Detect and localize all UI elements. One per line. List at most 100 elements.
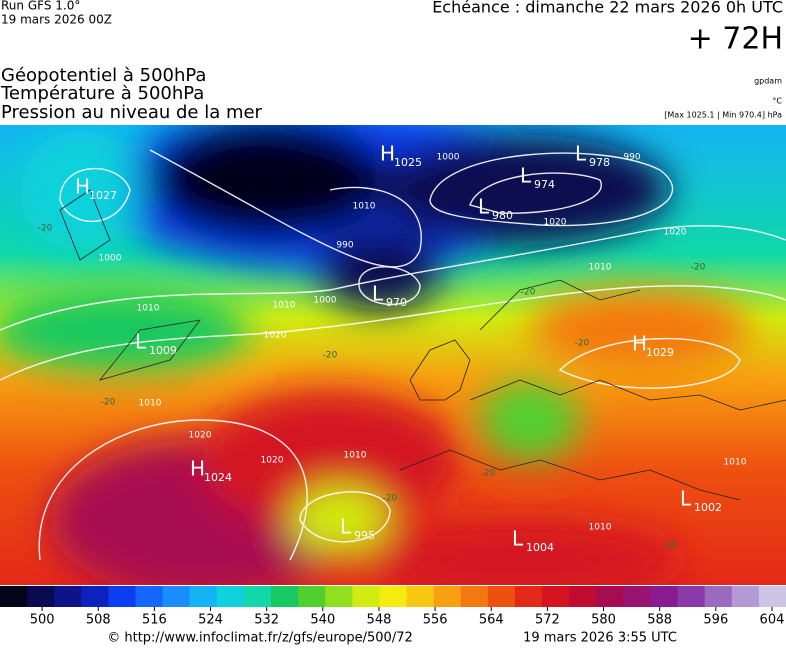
pressure-letter: H bbox=[632, 332, 647, 356]
colorbar-tick-label: 540 bbox=[310, 613, 335, 628]
colorbar-swatch bbox=[650, 586, 679, 607]
pressure-letter: L bbox=[680, 487, 692, 511]
unit-label: gpdam bbox=[754, 77, 782, 86]
colorbar-swatch bbox=[189, 586, 218, 607]
colorbar-swatch bbox=[379, 586, 408, 607]
temperature-label: -20 bbox=[521, 288, 536, 298]
pressure-letter: L bbox=[575, 142, 587, 166]
colorbar-tick-label: 604 bbox=[760, 613, 785, 628]
run-date: 19 mars 2026 00Z bbox=[1, 13, 112, 27]
colorbar-swatch bbox=[162, 586, 191, 607]
colorbar-swatch bbox=[569, 586, 597, 607]
temperature-label: -20 bbox=[691, 263, 706, 273]
pressure-value: 980 bbox=[492, 209, 513, 222]
colorbar-swatch bbox=[27, 586, 55, 607]
isobar-label: 1020 bbox=[189, 431, 212, 441]
unit-label: °C bbox=[772, 97, 782, 106]
colorbar-swatch bbox=[433, 586, 462, 607]
run-label: Run GFS 1.0° bbox=[1, 0, 80, 13]
colorbar-tick-label: 564 bbox=[479, 613, 504, 628]
isobar-label: 1020 bbox=[664, 228, 687, 238]
isobar-label: 1020 bbox=[544, 218, 567, 228]
colorbar-swatch bbox=[514, 586, 543, 607]
source-url: © http://www.infoclimat.fr/z/gfs/europe/… bbox=[107, 631, 413, 646]
pressure-letter: H bbox=[380, 142, 395, 166]
colorbar-swatch bbox=[352, 586, 380, 607]
temperature-label: -20 bbox=[663, 541, 678, 551]
isobar-label: 1010 bbox=[353, 202, 376, 212]
colorbar-swatch bbox=[271, 586, 299, 607]
pressure-value: 1009 bbox=[149, 344, 177, 357]
colorbar-swatch bbox=[298, 586, 326, 607]
field-name: Température à 500hPa bbox=[0, 83, 204, 104]
colorbar-tick-label: 572 bbox=[535, 613, 560, 628]
unit-label: [Max 1025.1 | Min 970.4] hPa bbox=[664, 111, 782, 120]
pressure-value: 995 bbox=[354, 529, 375, 542]
colorbar-tick-label: 556 bbox=[423, 613, 448, 628]
colorbar-tick-label: 580 bbox=[591, 613, 616, 628]
colorbar-swatch bbox=[758, 586, 786, 607]
colorbar-swatch bbox=[704, 586, 733, 607]
colorbar-tick-label: 588 bbox=[647, 613, 672, 628]
field-name: Géopotentiel à 500hPa bbox=[1, 65, 206, 86]
colorbar-swatch bbox=[108, 586, 137, 607]
temperature-label: -20 bbox=[38, 224, 53, 234]
colorbar-swatch bbox=[542, 586, 570, 607]
colorbar-swatch bbox=[623, 586, 651, 607]
colorbar-tick-label: 508 bbox=[86, 613, 111, 628]
colorbar-swatch bbox=[731, 586, 760, 607]
colorbar-tick-label: 500 bbox=[30, 613, 55, 628]
colorbar-swatch bbox=[135, 586, 164, 607]
pressure-value: 1002 bbox=[694, 501, 722, 514]
pressure-value: 1024 bbox=[204, 471, 232, 484]
isobar-label: 990 bbox=[623, 153, 640, 163]
colorbar-swatch bbox=[216, 586, 245, 607]
pressure-letter: L bbox=[520, 164, 532, 188]
pressure-value: 970 bbox=[386, 296, 407, 309]
colorbar-swatch bbox=[0, 586, 28, 607]
lead-time: + 72H bbox=[688, 22, 783, 57]
temperature-label: -20 bbox=[481, 469, 496, 479]
isobar-label: 1020 bbox=[264, 331, 287, 341]
colorbar-tick-label: 524 bbox=[198, 613, 223, 628]
pressure-letter: H bbox=[75, 175, 90, 199]
colorbar-swatch bbox=[596, 586, 624, 607]
temperature-label: -20 bbox=[383, 494, 398, 504]
isobar-label: 1010 bbox=[139, 399, 162, 409]
isobar-label: 990 bbox=[336, 241, 353, 251]
colorbar-swatch bbox=[406, 586, 435, 607]
pressure-letter: L bbox=[478, 195, 490, 219]
isobar-label: 1010 bbox=[589, 523, 612, 533]
isobar-label: 1010 bbox=[724, 458, 747, 468]
timestamp: 19 mars 2026 3:55 UTC bbox=[523, 631, 677, 646]
echeance: Echéance : dimanche 22 mars 2026 0h UTC bbox=[432, 0, 783, 17]
pressure-letter: L bbox=[372, 282, 384, 306]
pressure-letter: L bbox=[135, 330, 147, 354]
pressure-value: 1029 bbox=[646, 346, 674, 359]
isobar-label: 1010 bbox=[137, 304, 160, 314]
pressure-value: 974 bbox=[534, 178, 555, 191]
colorbar-tick-label: 532 bbox=[254, 613, 279, 628]
field-name: Pression au niveau de la mer bbox=[1, 102, 263, 123]
isobar-label: 1020 bbox=[261, 456, 284, 466]
isobar-label: 1010 bbox=[589, 263, 612, 273]
pressure-letter: H bbox=[190, 457, 205, 481]
pressure-value: 1025 bbox=[394, 156, 422, 169]
colorbar-swatch bbox=[487, 586, 516, 607]
pressure-letter: L bbox=[340, 515, 352, 539]
colorbar-tick-label: 548 bbox=[367, 613, 392, 628]
isobar-label: 1010 bbox=[344, 451, 367, 461]
temperature-label: -20 bbox=[323, 351, 338, 361]
isobar-label: 1000 bbox=[437, 153, 460, 163]
colorbar-swatch bbox=[325, 586, 353, 607]
colorbar-swatch bbox=[81, 586, 109, 607]
colorbar-tick-label: 516 bbox=[142, 613, 167, 628]
isobar-label: 1010 bbox=[273, 301, 296, 311]
pressure-value: 978 bbox=[589, 156, 610, 169]
colorbar-swatch bbox=[243, 586, 272, 607]
pressure-letter: L bbox=[512, 527, 524, 551]
colorbar-tick-label: 596 bbox=[703, 613, 728, 628]
pressure-value: 1027 bbox=[89, 189, 117, 202]
